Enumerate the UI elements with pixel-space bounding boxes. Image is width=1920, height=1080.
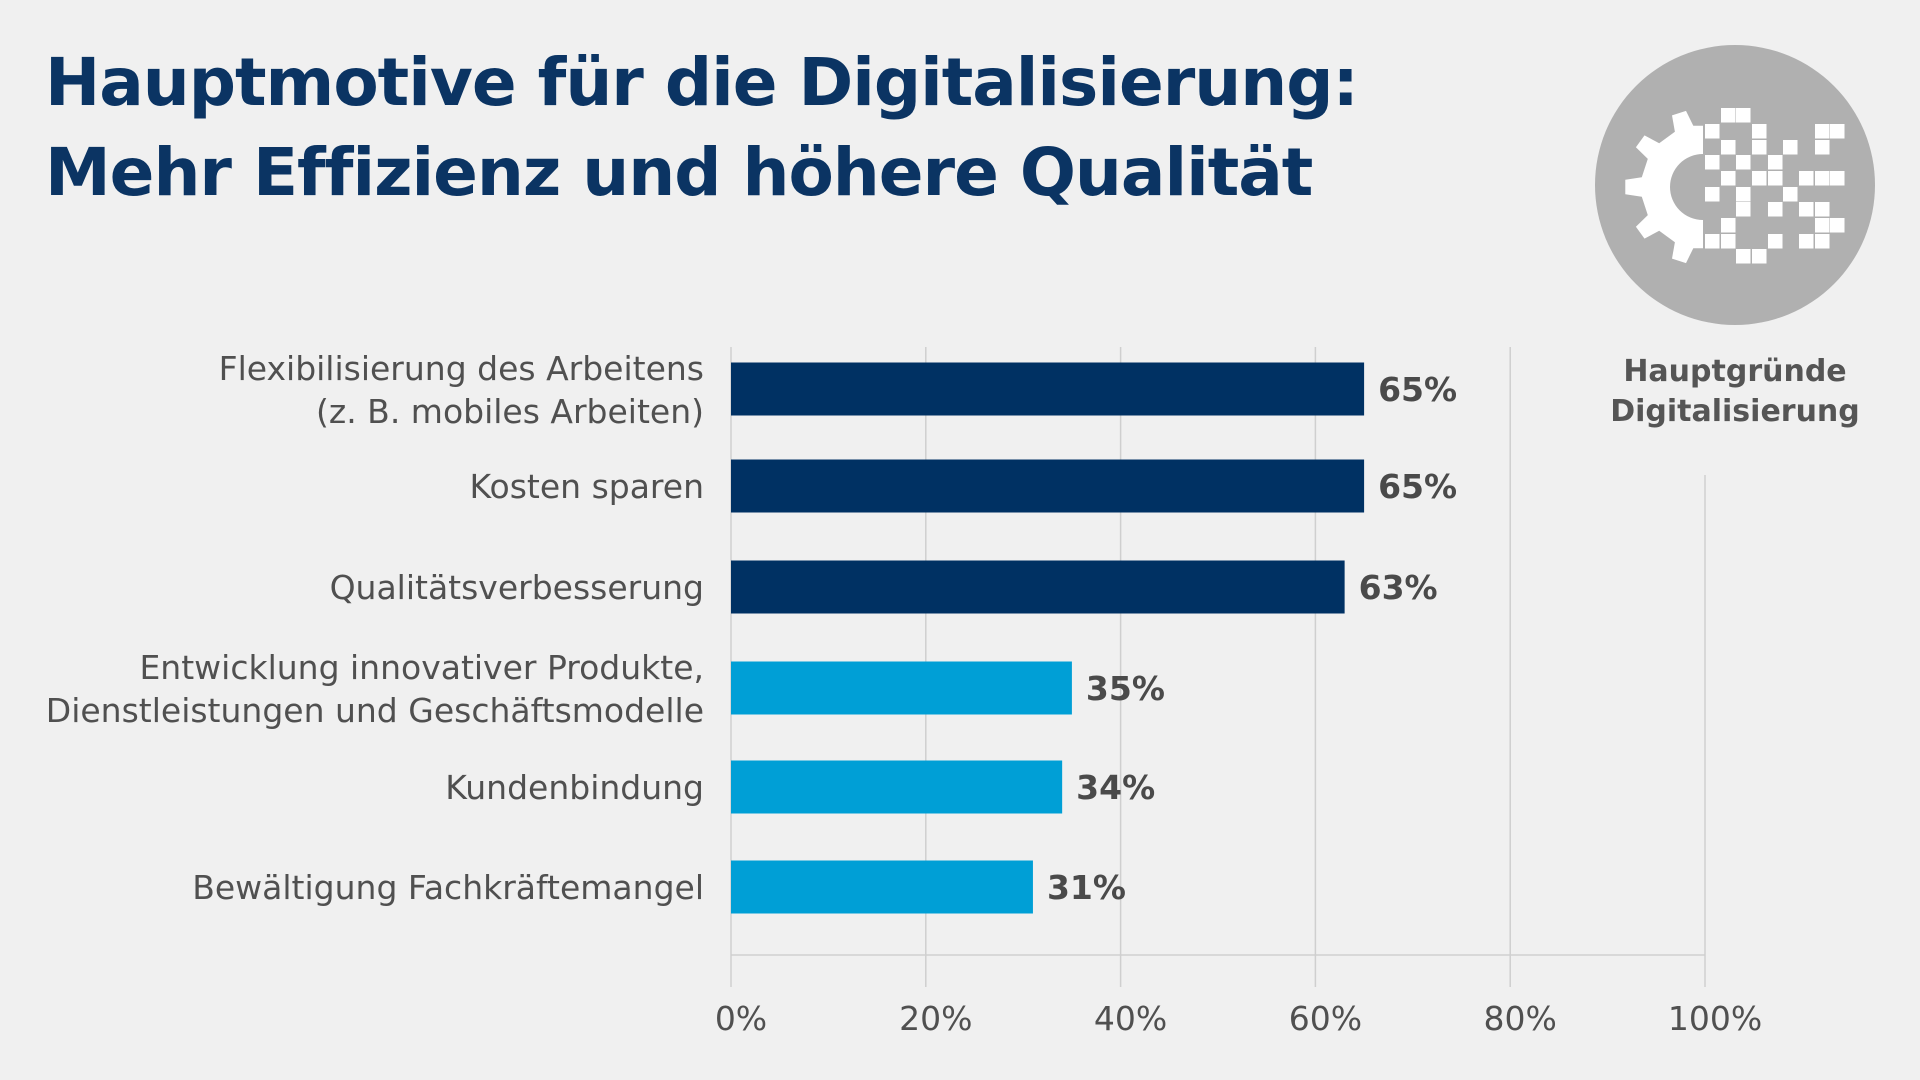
- x-tick-label: 100%: [1668, 999, 1762, 1038]
- gear-digital-pixels-icon: [1595, 45, 1875, 325]
- badge-caption-line-2: Digitalisierung: [1610, 394, 1860, 429]
- category-label: Kundenbindung: [445, 768, 704, 807]
- pixel-square: [1815, 140, 1830, 155]
- category-label: Entwicklung innovativer Produkte,: [139, 648, 704, 687]
- x-tick-label: 60%: [1289, 999, 1362, 1038]
- pixel-square: [1736, 108, 1751, 123]
- pixel-square: [1736, 249, 1751, 264]
- pixel-square: [1736, 155, 1751, 170]
- gear-shape: [1625, 110, 1703, 264]
- value-label: 65%: [1378, 467, 1457, 506]
- pixel-square: [1815, 124, 1830, 139]
- pixel-square: [1830, 171, 1845, 186]
- pixel-square: [1783, 187, 1798, 202]
- x-tick-label: 80%: [1484, 999, 1557, 1038]
- category-label: Kosten sparen: [470, 467, 704, 506]
- value-label: 31%: [1047, 868, 1126, 907]
- pixel-square: [1815, 218, 1830, 233]
- pixel-square: [1752, 171, 1767, 186]
- pixel-square: [1830, 124, 1845, 139]
- gear-icon: [1625, 110, 1703, 264]
- digitalization-badge: [1595, 45, 1875, 325]
- category-label: Qualitätsverbesserung: [330, 568, 704, 607]
- title-line-2: Mehr Effizienz und höhere Qualität: [45, 134, 1313, 211]
- category-label: Flexibilisierung des Arbeitens: [219, 349, 704, 388]
- x-tick-label: 20%: [899, 999, 972, 1038]
- pixel-square: [1799, 234, 1814, 249]
- pixel-square: [1799, 202, 1814, 217]
- category-label: (z. B. mobiles Arbeiten): [316, 392, 704, 431]
- pixel-square: [1752, 140, 1767, 155]
- category-label: Bewältigung Fachkräftemangel: [192, 868, 704, 907]
- pixel-square: [1721, 171, 1736, 186]
- badge-caption-line-1: Hauptgründe: [1623, 354, 1847, 389]
- bar: [731, 760, 1063, 814]
- value-label: 63%: [1359, 568, 1438, 607]
- bar: [731, 860, 1033, 914]
- pixel-square: [1721, 218, 1736, 233]
- pixel-square: [1799, 171, 1814, 186]
- pixel-square: [1768, 234, 1783, 249]
- pixel-square: [1752, 249, 1767, 264]
- pixel-square: [1705, 234, 1720, 249]
- bar: [731, 362, 1365, 416]
- pixel-square: [1815, 234, 1830, 249]
- pixel-square: [1721, 108, 1736, 123]
- value-label: 34%: [1076, 768, 1155, 807]
- bar: [731, 661, 1072, 715]
- pixel-square: [1752, 124, 1767, 139]
- pixel-square: [1721, 140, 1736, 155]
- title-line-1: Hauptmotive für die Digitalisierung:: [45, 44, 1359, 121]
- x-tick-label: 40%: [1094, 999, 1167, 1038]
- bar: [731, 459, 1365, 513]
- pixel-square: [1815, 202, 1830, 217]
- pixel-square: [1705, 155, 1720, 170]
- badge-caption: Hauptgründe Digitalisierung: [1600, 352, 1870, 432]
- pixel-square: [1830, 218, 1845, 233]
- pixel-square: [1815, 171, 1830, 186]
- value-label: 35%: [1086, 669, 1165, 708]
- pixel-square: [1705, 124, 1720, 139]
- pixel-square: [1768, 202, 1783, 217]
- x-tick-label: 0%: [715, 999, 767, 1038]
- pixel-square: [1768, 155, 1783, 170]
- pixel-square: [1705, 187, 1720, 202]
- category-label: Dienstleistungen und Geschäftsmodelle: [46, 691, 704, 730]
- pixel-squares-icon: [1705, 108, 1845, 264]
- chart-title: Hauptmotive für die Digitalisierung: Meh…: [45, 38, 1359, 218]
- value-label: 65%: [1378, 370, 1457, 409]
- pixel-square: [1736, 202, 1751, 217]
- pixel-square: [1736, 187, 1751, 202]
- bar: [731, 560, 1345, 614]
- pixel-square: [1783, 140, 1798, 155]
- pixel-square: [1721, 234, 1736, 249]
- pixel-square: [1768, 171, 1783, 186]
